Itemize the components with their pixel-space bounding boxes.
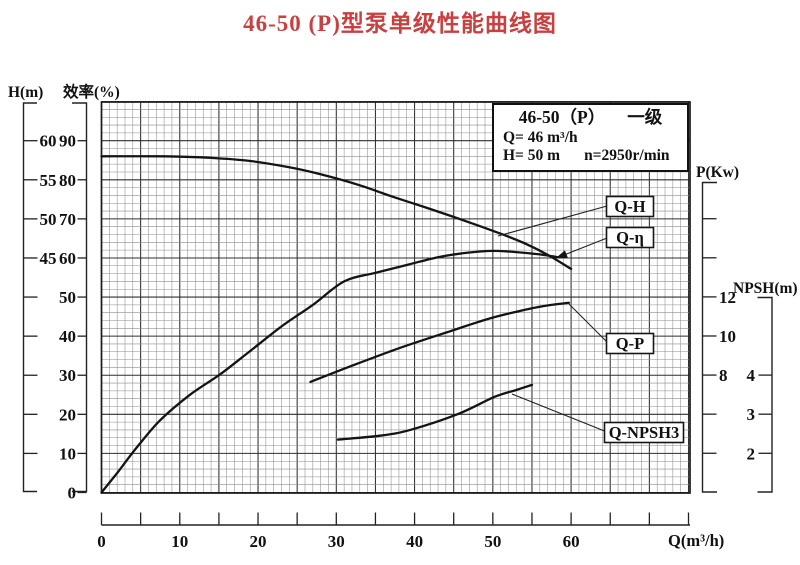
rated-flow: Q= 46 m³/h: [503, 129, 578, 147]
tick-label: 20: [59, 405, 76, 424]
tick-label: 70: [59, 210, 76, 229]
curve-label-qp-text: Q-P: [616, 334, 644, 353]
tick-label: 90: [59, 132, 76, 151]
tick-label: 8: [719, 366, 728, 385]
tick-label: 50: [59, 288, 76, 307]
curve-qp: [309, 301, 570, 384]
leader-qeta: [558, 237, 608, 258]
rated-speed: n=2950r/min: [584, 147, 670, 165]
tick-label: 2: [747, 444, 756, 463]
curve-label-qnpsh3-text: Q-NPSH3: [609, 423, 680, 442]
tick-label: 20: [250, 532, 267, 551]
leader-qh: [497, 205, 608, 237]
tick-label: 10: [59, 444, 76, 463]
leader-qp: [568, 303, 608, 343]
tick-label: 50: [40, 210, 57, 229]
tick-label: 40: [59, 327, 76, 346]
rated-head: H= 50 m: [503, 147, 561, 165]
q-axis-title: Q(m³/h): [668, 531, 724, 550]
npsh-axis-title: NPSH(m): [733, 280, 798, 297]
tick-label: 50: [484, 532, 501, 551]
curve-qeta: [100, 249, 559, 494]
eff-axis-title: 效率(%): [63, 82, 120, 101]
tick-label: 10: [719, 327, 736, 346]
axis-bracket: [757, 296, 773, 493]
curve-label-qnpsh3: Q-NPSH3: [603, 421, 685, 444]
curve-label-qp: Q-P: [605, 332, 655, 355]
pump-stage: 一级: [627, 107, 663, 127]
curve-qh: [100, 155, 573, 271]
p-axis-title: P(Kw): [696, 164, 739, 181]
curve-label-qh: Q-H: [605, 195, 655, 218]
tick-label: 45: [40, 249, 57, 268]
tick-label: 60: [563, 532, 580, 551]
tick-label: 60: [40, 132, 57, 151]
tick-label: 12: [719, 288, 736, 307]
eta-arrowhead-icon: [555, 250, 568, 259]
tick-label: 60: [59, 249, 76, 268]
tick-label: 0: [68, 484, 77, 503]
plot-frame: [100, 101, 691, 494]
tick-label: 10: [171, 532, 188, 551]
tick-label: 40: [406, 532, 423, 551]
tick-label: 4: [747, 366, 756, 385]
tick-label: 80: [59, 171, 76, 190]
page-title: 46-50 (P)型泵单级性能曲线图: [243, 11, 557, 36]
curve-label-qh-text: Q-H: [614, 197, 645, 216]
curve-qnpsh3: [336, 383, 534, 441]
rated-data-box: 46-50（P） 一级 Q= 46 m³/h H= 50 m n=2950r/m…: [492, 103, 689, 172]
curves: [100, 155, 573, 494]
leader-qnpsh3: [511, 393, 605, 432]
tick-label: 30: [328, 532, 345, 551]
h-axis-title: H(m): [8, 84, 43, 101]
tick-label: 3: [747, 405, 756, 424]
curve-label-qeta: Q-η: [605, 226, 655, 249]
pump-model: 46-50（P）: [518, 107, 606, 127]
axis-bracket: [701, 181, 717, 493]
curve-label-qeta-text: Q-η: [616, 228, 644, 247]
tick-label: 55: [40, 171, 57, 190]
grid: [100, 101, 690, 494]
leader-lines: [497, 205, 608, 432]
tick-label: 30: [59, 366, 76, 385]
tick-label: 0: [97, 532, 106, 551]
